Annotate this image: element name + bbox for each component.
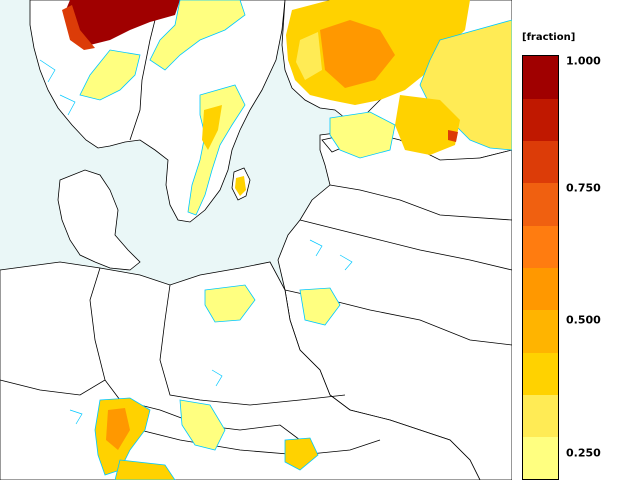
colorbar-step: [523, 140, 558, 184]
snow-patch-poland: [204, 284, 256, 323]
colorbar-tick-label: 0.250: [566, 446, 601, 460]
map-svg: [0, 0, 512, 480]
map-panel[interactable]: [0, 0, 512, 480]
snow-patch-norway-high: [65, 0, 180, 45]
colorbar-step: [523, 267, 558, 311]
snow-patch-norway-low: [149, 0, 246, 71]
snow-patch-sweden-coast-mid: [202, 105, 222, 150]
snow-patch-south-finland: [329, 111, 396, 159]
colorbar-step: [523, 98, 558, 142]
snow-patch-finland-east: [419, 19, 512, 151]
snow-patch-tatra: [284, 437, 319, 471]
snow-patch-karelia: [395, 95, 460, 155]
snow-patch-karelia-red: [448, 130, 458, 142]
legend-unit-label: [fraction]: [522, 32, 576, 43]
colorbar-step: [523, 56, 558, 99]
snow-cover-layer: [62, 0, 512, 480]
snow-patch-alps-south: [114, 459, 176, 480]
snow-patch-czech-core: [106, 408, 130, 450]
snow-patch-poland-east: [299, 287, 341, 326]
colorbar: [522, 55, 559, 480]
legend-panel: [fraction] 1.000 0.750 0.500 0.250: [512, 0, 640, 480]
colorbar-step: [523, 182, 558, 226]
denmark-land: [57, 169, 141, 271]
snow-patch-norway-high-edge: [62, 5, 95, 50]
snow-patch-carpathians: [179, 399, 226, 451]
scandinavia-land: [29, 0, 286, 223]
colorbar-tick-label: 0.500: [566, 313, 601, 327]
colorbar-step: [523, 352, 558, 395]
snow-patch-finland-light: [296, 32, 322, 80]
snow-patch-finland-core: [320, 20, 395, 88]
colorbar-step: [523, 225, 558, 268]
colorbar-step: [523, 436, 558, 480]
snow-patch-norway-mid: [79, 49, 141, 101]
colorbar-tick-label: 1.000: [566, 54, 601, 68]
snow-patch-gotland: [235, 176, 246, 196]
colorbar-tick-label: 0.750: [566, 181, 601, 195]
colorbar-step: [523, 394, 558, 438]
snow-edge-speckles: [39, 59, 353, 425]
colorbar-step: [523, 309, 558, 353]
